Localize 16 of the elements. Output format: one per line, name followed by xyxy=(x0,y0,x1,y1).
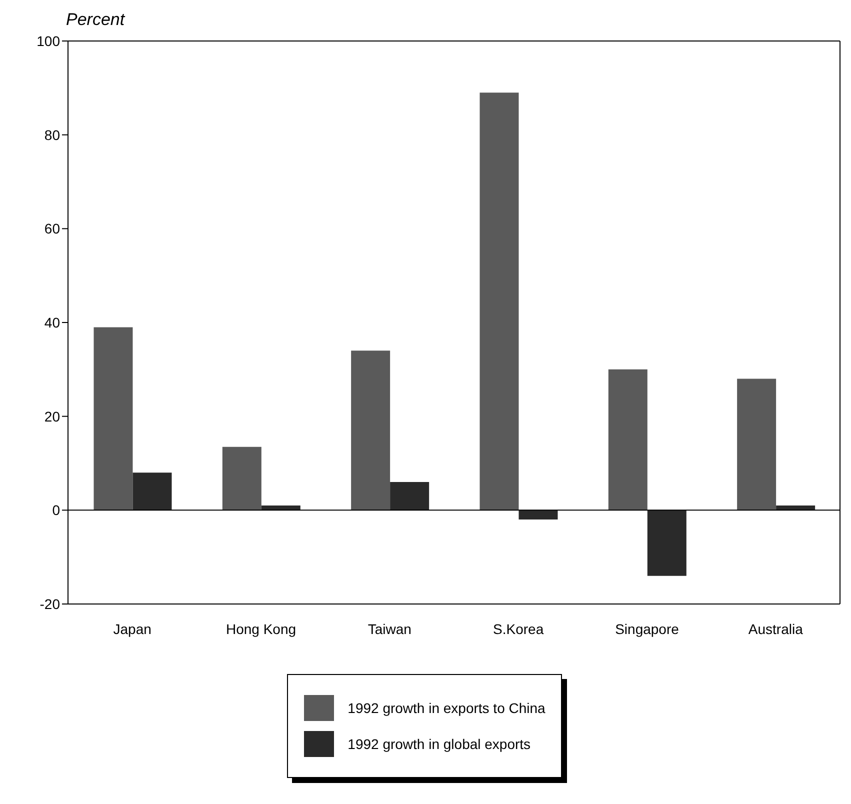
y-tick-label: 60 xyxy=(44,220,60,237)
x-tick-label: Australia xyxy=(748,620,804,637)
y-tick-label: 20 xyxy=(44,408,60,424)
x-tick-label: Taiwan xyxy=(368,620,412,637)
y-tick-label: 100 xyxy=(36,32,60,49)
legend-label: 1992 growth in global exports xyxy=(348,736,531,752)
y-axis-title: Percent xyxy=(66,10,125,30)
y-tick-label: 0 xyxy=(52,502,60,518)
y-tick-label: 80 xyxy=(44,126,60,143)
y-tick-label: -20 xyxy=(40,596,60,612)
x-tick-label: Japan xyxy=(113,620,152,637)
x-tick-label: Singapore xyxy=(615,620,680,637)
x-tick-label: S.Korea xyxy=(493,620,544,637)
legend-label: 1992 growth in exports to China xyxy=(348,700,546,716)
x-tick-label: Hong Kong xyxy=(226,620,296,637)
y-tick-label: 40 xyxy=(44,314,60,330)
